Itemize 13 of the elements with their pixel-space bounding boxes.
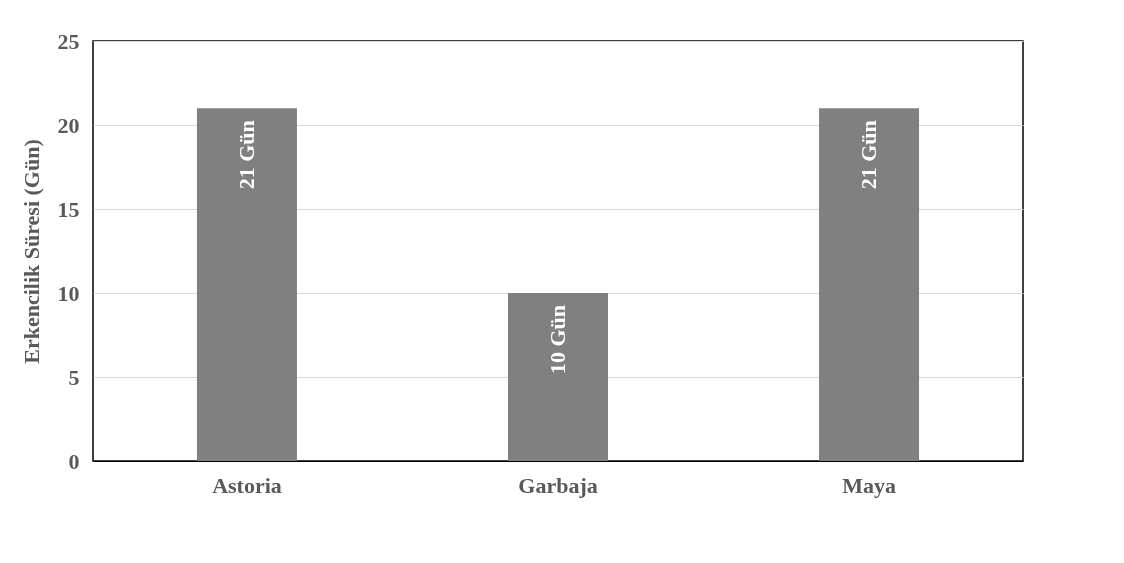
y-tick-label: 25 — [57, 28, 80, 54]
data-label: 21 Gün — [233, 120, 259, 190]
y-tick-label: 5 — [68, 364, 80, 390]
y-tick-label: 15 — [57, 196, 80, 222]
x-tick-label: Astoria — [212, 472, 282, 498]
x-tick-label: Garbaja — [518, 472, 598, 498]
y-tick-label: 0 — [68, 448, 80, 474]
y-tick-label: 10 — [57, 280, 80, 306]
y-tick-label: 20 — [57, 112, 80, 138]
y-axis-title: Erkencilik Süresi (Gün) — [18, 139, 44, 364]
data-label: 10 Gün — [545, 305, 570, 375]
data-label: 21 Gün — [856, 120, 882, 190]
x-tick-label: Maya — [842, 472, 896, 498]
